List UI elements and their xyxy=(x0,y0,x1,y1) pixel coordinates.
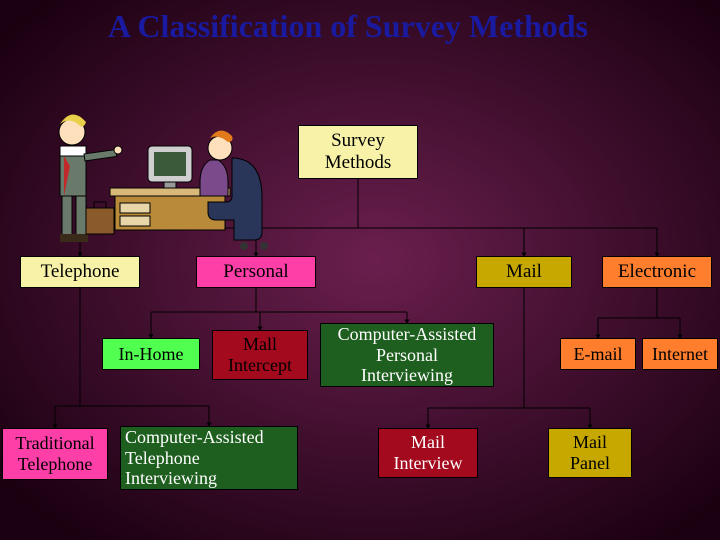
node-label: Computer-AssistedTelephoneInterviewing xyxy=(125,427,264,489)
node-label: Computer-AssistedPersonalInterviewing xyxy=(338,324,477,386)
node-telephone: Telephone xyxy=(20,256,140,288)
node-email: E-mail xyxy=(560,338,636,370)
node-cati: Computer-AssistedTelephoneInterviewing xyxy=(120,426,298,490)
node-label: TraditionalTelephone xyxy=(15,433,94,474)
node-label: MailInterview xyxy=(394,432,463,473)
node-mail: Mail xyxy=(476,256,572,288)
node-survey-methods: SurveyMethods xyxy=(298,125,418,179)
node-label: Internet xyxy=(652,344,708,365)
interview-clipart xyxy=(20,68,290,258)
node-label: MailPanel xyxy=(570,432,610,473)
node-personal: Personal xyxy=(196,256,316,288)
node-internet: Internet xyxy=(642,338,718,370)
node-mall-intercept: MallIntercept xyxy=(212,330,308,380)
node-label: Mail xyxy=(506,261,542,283)
node-in-home: In-Home xyxy=(102,338,200,370)
node-capi: Computer-AssistedPersonalInterviewing xyxy=(320,323,494,387)
node-electronic: Electronic xyxy=(602,256,712,288)
node-label: E-mail xyxy=(574,344,623,365)
node-mail-panel: MailPanel xyxy=(548,428,632,478)
node-label: Electronic xyxy=(618,261,696,283)
node-label: In-Home xyxy=(119,344,184,365)
node-mail-interview: MailInterview xyxy=(378,428,478,478)
node-label: MallIntercept xyxy=(228,334,292,375)
page-title: A Classification of Survey Methods xyxy=(108,8,588,45)
diagram-stage: A Classification of Survey Methods Surve… xyxy=(0,0,720,540)
node-trad-telephone: TraditionalTelephone xyxy=(2,428,108,480)
node-label: Telephone xyxy=(41,261,120,283)
node-label: Personal xyxy=(223,261,288,283)
node-label: SurveyMethods xyxy=(325,130,392,174)
